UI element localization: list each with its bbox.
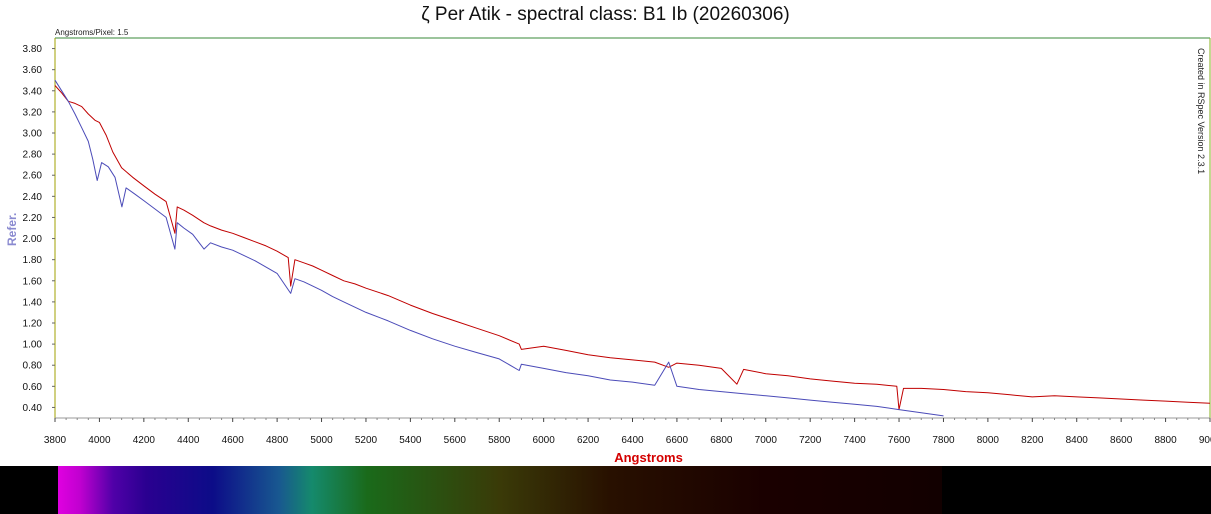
y-tick-label: 2.40	[23, 192, 43, 203]
y-tick-label: 1.00	[23, 340, 43, 351]
x-tick-label: 6400	[621, 435, 644, 446]
x-tick-label: 4600	[222, 435, 245, 446]
x-tick-label: 6000	[533, 435, 556, 446]
y-axis-label: Refer.	[5, 213, 19, 246]
angstrom-per-pixel-note: Angstroms/Pixel: 1.5	[55, 28, 129, 37]
rspec-watermark: Created in RSpec Version 2.3.1	[1196, 48, 1206, 174]
x-tick-label: 4000	[88, 435, 111, 446]
x-tick-label: 4800	[266, 435, 289, 446]
x-tick-label: 7000	[755, 435, 778, 446]
y-tick-label: 3.80	[23, 44, 43, 55]
y-tick-label: 2.80	[23, 150, 43, 161]
x-tick-label: 7200	[799, 435, 822, 446]
y-tick-label: 0.40	[23, 403, 43, 414]
x-tick-label: 8400	[1066, 435, 1089, 446]
y-tick-label: 2.00	[23, 234, 43, 245]
y-tick-label: 1.40	[23, 297, 43, 308]
synthetic-spectrum-strip	[0, 466, 1211, 514]
chart-title: ζ Per Atik - spectral class: B1 Ib (2026…	[421, 4, 790, 25]
x-tick-label: 9000	[1199, 435, 1211, 446]
y-tick-label: 3.60	[23, 65, 43, 76]
x-tick-label: 7400	[843, 435, 866, 446]
x-tick-label: 5600	[444, 435, 467, 446]
spectrum-series-line-2	[54, 79, 944, 417]
y-tick-label: 1.60	[23, 276, 43, 287]
y-tick-label: 3.40	[23, 86, 43, 97]
x-tick-label: 5800	[488, 435, 511, 446]
x-tick-label: 7800	[932, 435, 955, 446]
x-tick-label: 8200	[1021, 435, 1044, 446]
y-tick-label: 2.60	[23, 171, 43, 182]
x-tick-label: 8800	[1154, 435, 1177, 446]
y-tick-label: 2.20	[23, 213, 43, 224]
x-tick-label: 4200	[133, 435, 156, 446]
x-tick-label: 6800	[710, 435, 733, 446]
x-tick-label: 6200	[577, 435, 600, 446]
x-tick-label: 3800	[44, 435, 67, 446]
x-tick-label: 8000	[977, 435, 1000, 446]
y-tick-label: 0.80	[23, 361, 43, 372]
y-tick-label: 3.00	[23, 129, 43, 140]
x-tick-label: 7600	[888, 435, 911, 446]
y-tick-label: 1.80	[23, 255, 43, 266]
x-tick-label: 4400	[177, 435, 200, 446]
x-axis-label: Angstroms	[614, 450, 683, 465]
y-tick-label: 0.60	[23, 382, 43, 393]
x-tick-label: 8600	[1110, 435, 1133, 446]
spectrum-chart: 0.40 0.60 0.80 1.00 1.20 1.40 1.60 1.80 2.00 2.20…	[5, 28, 1211, 465]
x-tick-label: 6600	[666, 435, 689, 446]
y-tick-label: 1.20	[23, 319, 43, 330]
y-tick-label: 3.20	[23, 107, 43, 118]
spectrum-series-line-1	[54, 85, 1211, 411]
x-tick-label: 5200	[355, 435, 378, 446]
x-tick-label: 5400	[399, 435, 422, 446]
x-tick-label: 5000	[310, 435, 333, 446]
spectrum-color-band	[58, 466, 942, 514]
